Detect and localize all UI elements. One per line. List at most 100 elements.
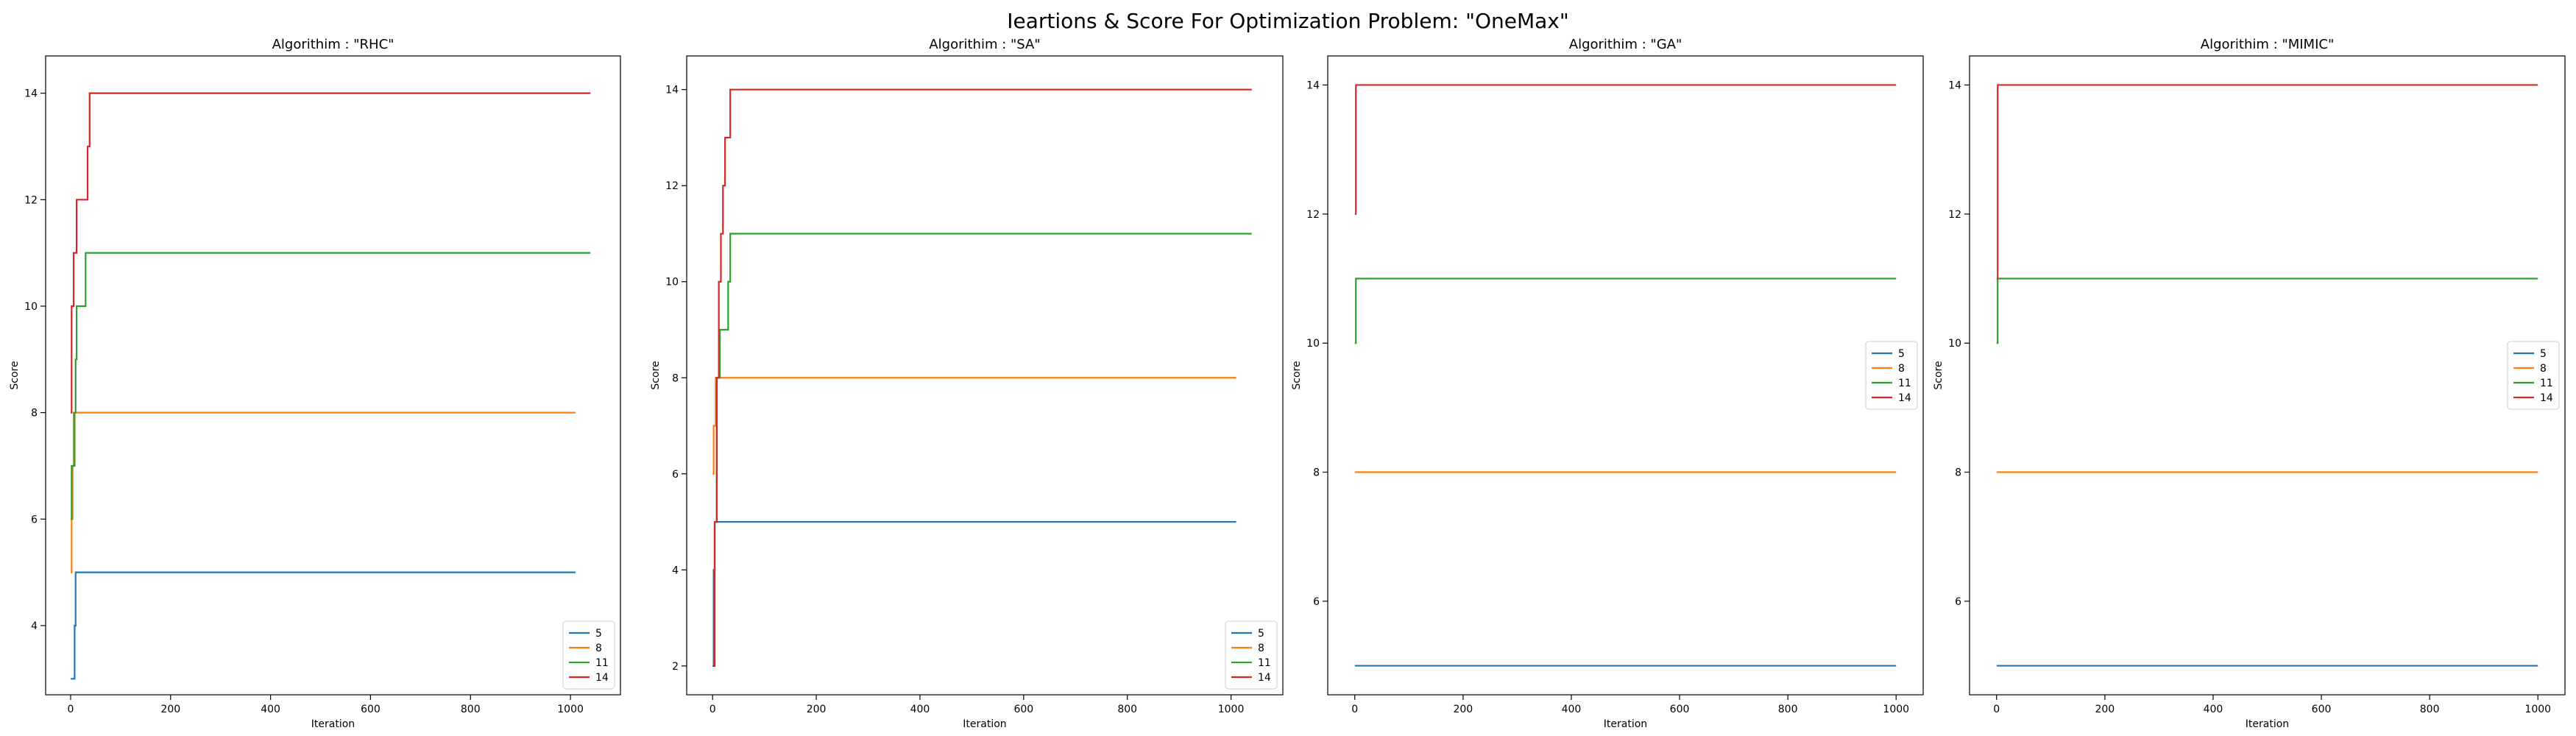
series-line-14 <box>1996 84 2538 280</box>
legend-label: 14 <box>2540 392 2553 404</box>
legend-label: 8 <box>1898 363 1905 375</box>
x-tick-label: 1000 <box>2524 704 2551 715</box>
legend: 5 8 11 14 <box>562 620 615 690</box>
subplot-4: Algorithim : "MIMIC" 0 200 400 600 800 1000 6 8 1… <box>1933 37 2566 730</box>
y-tick-label: 12 <box>1948 209 1961 221</box>
legend-label: 5 <box>595 628 602 640</box>
x-tick-label: 400 <box>1562 704 1582 715</box>
x-tick-label: 200 <box>2095 704 2115 715</box>
axes-frame <box>686 55 1284 696</box>
legend-label: 11 <box>2540 378 2553 389</box>
y-tick-label: 8 <box>31 408 38 420</box>
axes-frame <box>1327 55 1924 696</box>
y-tick-label: 12 <box>1306 209 1320 221</box>
x-tick-label: 600 <box>1670 704 1690 715</box>
x-tick-label: 0 <box>67 704 74 715</box>
legend-label: 14 <box>1898 392 1911 404</box>
y-tick-label: 12 <box>665 180 679 192</box>
legend: 5 8 11 14 <box>1225 620 1278 690</box>
y-axis-label: Score <box>1933 361 1945 389</box>
x-tick-label: 400 <box>261 704 280 715</box>
y-tick-label: 14 <box>665 85 679 96</box>
x-tick-label: 800 <box>1117 704 1137 715</box>
x-tick-label: 800 <box>1778 704 1798 715</box>
y-axis-label: Score <box>9 361 21 389</box>
x-tick-label: 200 <box>1453 704 1473 715</box>
subplot-1: Algorithim : "RHC" 0 200 400 600 800 1000 4 6 8 10… <box>9 37 621 730</box>
series-line-8 <box>712 377 1236 475</box>
x-tick-label: 600 <box>2312 704 2332 715</box>
legend-label: 5 <box>1258 628 1264 640</box>
figure-title: Ieartions & Score For Optimization Probl… <box>1007 9 1569 33</box>
y-tick-label: 6 <box>1955 596 1961 608</box>
legend-label: 5 <box>1898 348 1905 360</box>
x-axis-label: Iteration <box>311 718 355 730</box>
legend-box <box>2507 341 2560 410</box>
x-tick-label: 200 <box>160 704 180 715</box>
legend: 5 8 11 14 <box>2507 341 2560 410</box>
y-tick-label: 6 <box>672 469 679 481</box>
x-tick-label: 1000 <box>1218 704 1245 715</box>
x-tick-label: 1000 <box>557 704 584 715</box>
x-axis-label: Iteration <box>963 718 1006 730</box>
x-tick-label: 1000 <box>1883 704 1909 715</box>
x-tick-label: 0 <box>710 704 716 715</box>
legend-label: 14 <box>595 672 609 684</box>
subplot-title: Algorithim : "MIMIC" <box>2201 37 2334 52</box>
y-tick-label: 10 <box>24 301 38 313</box>
subplot-3: Algorithim : "GA" 0 200 400 600 800 1000 6 8 10 12… <box>1291 37 1924 730</box>
legend-box <box>1225 620 1278 690</box>
legend-label: 11 <box>595 657 609 669</box>
axes-frame <box>45 55 621 696</box>
y-axis-label: Score <box>1291 361 1303 389</box>
y-tick-label: 10 <box>665 277 679 289</box>
series-line-11 <box>712 233 1252 667</box>
subplot-2: Algorithim : "SA" 0 200 400 600 800 1000 2 4 6 8 10… <box>650 37 1284 730</box>
y-tick-label: 6 <box>1313 596 1320 608</box>
y-axis-label: Score <box>650 361 662 389</box>
y-tick-label: 2 <box>672 661 679 673</box>
legend-label: 8 <box>1258 643 1264 654</box>
series-line-11 <box>70 252 591 520</box>
y-tick-label: 14 <box>1948 79 1961 91</box>
legend-box <box>1865 341 1918 410</box>
series-line-5 <box>712 520 1236 667</box>
y-tick-label: 12 <box>24 194 38 206</box>
y-tick-label: 8 <box>1313 467 1320 479</box>
subplot-title: Algorithim : "GA" <box>1569 37 1682 52</box>
x-tick-label: 600 <box>1013 704 1033 715</box>
legend-box <box>562 620 615 690</box>
axes-frame <box>1969 55 2566 696</box>
y-tick-label: 10 <box>1948 338 1961 350</box>
y-tick-label: 10 <box>1306 338 1320 350</box>
y-tick-label: 6 <box>31 514 38 526</box>
series-line-5 <box>70 571 576 680</box>
x-axis-label: Iteration <box>2246 718 2289 730</box>
legend-label: 8 <box>595 643 602 654</box>
series-line-8 <box>70 411 576 573</box>
legend-label: 14 <box>1258 672 1271 684</box>
x-tick-label: 200 <box>807 704 827 715</box>
subplot-title: Algorithim : "SA" <box>929 37 1040 52</box>
y-tick-label: 8 <box>1955 467 1961 479</box>
x-tick-label: 400 <box>910 704 930 715</box>
x-axis-label: Iteration <box>1604 718 1647 730</box>
x-tick-label: 800 <box>461 704 481 715</box>
legend-label: 8 <box>2540 363 2547 375</box>
y-tick-label: 4 <box>672 565 679 576</box>
subplot-title: Algorithim : "RHC" <box>272 37 394 52</box>
x-tick-label: 0 <box>1351 704 1358 715</box>
x-tick-label: 0 <box>1993 704 2000 715</box>
y-tick-label: 4 <box>31 620 38 632</box>
y-tick-label: 14 <box>1306 79 1320 91</box>
legend-label: 5 <box>2540 348 2547 360</box>
x-tick-label: 600 <box>361 704 381 715</box>
legend: 5 8 11 14 <box>1865 341 1918 410</box>
legend-label: 11 <box>1258 657 1271 669</box>
y-tick-label: 14 <box>24 88 38 100</box>
series-line-14 <box>712 88 1252 667</box>
series-line-14 <box>70 92 591 414</box>
x-tick-label: 800 <box>2420 704 2440 715</box>
series-line-11 <box>1996 277 2538 344</box>
